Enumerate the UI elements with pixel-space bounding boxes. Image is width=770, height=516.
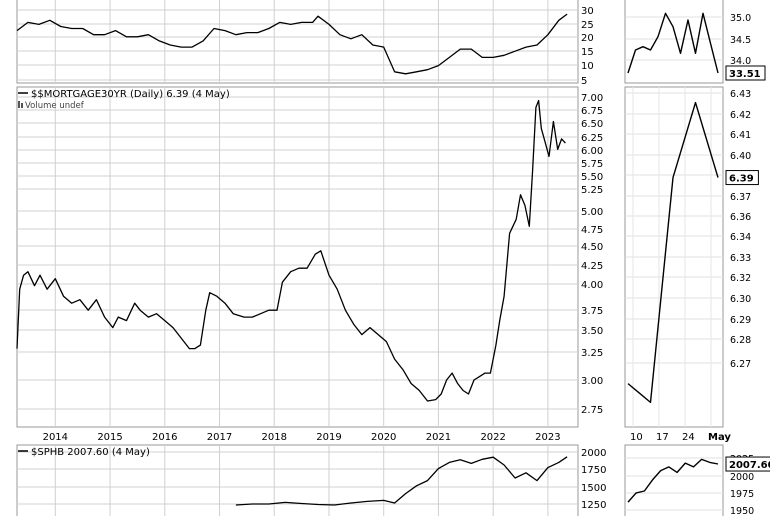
series-line-middle: [16, 99, 566, 402]
main-panel-frame-1: [16, 86, 579, 428]
top-y-tick: 25: [581, 20, 594, 31]
x-tick-label: 2022: [480, 432, 505, 443]
bottom-panel-title: $SPHB 2007.60 (4 May): [31, 447, 150, 458]
middle-y-tick: 7.00: [581, 93, 603, 104]
middle-side-y-tick: 6.34: [730, 232, 751, 243]
middle-panel-subtitle: Volume undef: [25, 101, 85, 111]
middle-y-tick: 4.00: [581, 280, 603, 291]
middle-y-tick: 4.25: [581, 261, 603, 272]
middle-side-y-tick: 6.36: [730, 212, 751, 223]
middle-y-tick: 6.00: [581, 146, 603, 157]
panel-labels: $$MORTGAGE30YR (Daily) 6.39 (4 May) Volu…: [18, 65, 770, 472]
bottom-y-tick: 1500: [581, 483, 606, 494]
side-series-line-middle: [627, 101, 719, 404]
middle-side-y-tick: 6.27: [730, 359, 751, 370]
side-series-line-top: [627, 12, 719, 74]
series-lines: [16, 12, 719, 506]
panel-frames: [16, 0, 724, 516]
middle-y-tick: 6.75: [581, 106, 603, 117]
middle-panel-title: $$MORTGAGE30YR (Daily) 6.39 (4 May): [31, 89, 230, 100]
bottom-side-y-tick: 2000: [730, 472, 754, 483]
x-tick-label: 2017: [207, 432, 232, 443]
top-y-tick: 30: [581, 6, 594, 17]
last-value-label-bottom: 2007.60: [729, 460, 770, 471]
middle-y-tick: 5.50: [581, 172, 603, 183]
bottom-y-tick: 1250: [581, 500, 606, 511]
middle-y-tick: 5.00: [581, 207, 603, 218]
top-y-tick: 5: [581, 76, 587, 87]
middle-y-tick: 3.25: [581, 348, 603, 359]
middle-y-tick: 5.75: [581, 159, 603, 170]
top-y-tick: 15: [581, 47, 594, 58]
middle-y-tick: 5.25: [581, 185, 603, 196]
last-value-label-top: 33.51: [729, 69, 761, 80]
x-tick-label: 2023: [535, 432, 560, 443]
last-value-box-bottom: [725, 456, 770, 472]
middle-side-y-tick: 6.33: [730, 253, 751, 264]
middle-side-y-tick: 6.37: [730, 192, 751, 203]
series-line-bottom: [235, 456, 568, 506]
main-panel-frame-2: [16, 444, 579, 516]
last-value-label-middle: 6.39: [729, 174, 754, 185]
last-value-box-top: [725, 65, 766, 81]
top-y-tick: 10: [581, 61, 594, 72]
middle-side-y-tick: 6.40: [730, 151, 751, 162]
middle-y-tick: 4.50: [581, 242, 603, 253]
middle-side-y-tick: 6.28: [730, 335, 751, 346]
series-line-top: [16, 13, 568, 75]
bottom-side-y-tick: 1950: [730, 506, 754, 516]
middle-side-y-tick: 6.42: [730, 110, 751, 121]
x-tick-label: 2019: [316, 432, 341, 443]
x-tick-label: 2016: [152, 432, 177, 443]
x-tick-label: 2014: [43, 432, 68, 443]
side-panel-frame-0: [624, 0, 724, 84]
side-series-line-bottom: [627, 458, 719, 503]
middle-side-y-tick: 6.32: [730, 273, 751, 284]
middle-side-y-tick: 6.43: [730, 89, 751, 100]
x-tick-label: 2020: [371, 432, 396, 443]
bottom-y-tick: 2000: [581, 448, 606, 459]
top-side-y-tick: 35.0: [730, 13, 751, 24]
top-y-tick: 20: [581, 33, 594, 44]
middle-y-tick: 3.75: [581, 306, 603, 317]
side-x-tick-label: 24: [682, 432, 695, 443]
middle-side-y-tick: 6.41: [730, 130, 751, 141]
volume-swatch-2: [21, 103, 23, 108]
x-tick-label: 2021: [426, 432, 451, 443]
side-x-tick-label: 17: [656, 432, 669, 443]
middle-y-tick: 6.50: [581, 119, 603, 130]
middle-y-tick: 3.50: [581, 326, 603, 337]
middle-y-tick: 3.00: [581, 376, 603, 387]
last-value-box-middle: [725, 170, 759, 186]
x-tick-label: 2015: [97, 432, 122, 443]
middle-side-y-tick: 6.29: [730, 315, 751, 326]
main-panel-frame-0: [16, 0, 579, 84]
middle-y-tick: 4.75: [581, 225, 603, 236]
top-side-y-tick: 34.5: [730, 35, 751, 46]
middle-y-tick: 2.75: [581, 405, 603, 416]
middle-side-y-tick: 6.30: [730, 294, 751, 305]
side-x-tick-label: 10: [630, 432, 643, 443]
bottom-side-y-tick: 1975: [730, 489, 754, 500]
bottom-y-tick: 1750: [581, 465, 606, 476]
side-x-tick-label: May: [708, 432, 731, 443]
tick-labels: 2014 2015 2016 2017 2018 2019 2020 2021 2022 2023…: [43, 6, 755, 516]
top-side-y-tick: 34.0: [730, 56, 751, 67]
x-tick-label: 2018: [262, 432, 287, 443]
volume-swatch-1: [18, 101, 20, 108]
side-panel-frame-2: [624, 444, 724, 516]
middle-y-tick: 6.25: [581, 133, 603, 144]
grid-lines: [17, 0, 723, 516]
